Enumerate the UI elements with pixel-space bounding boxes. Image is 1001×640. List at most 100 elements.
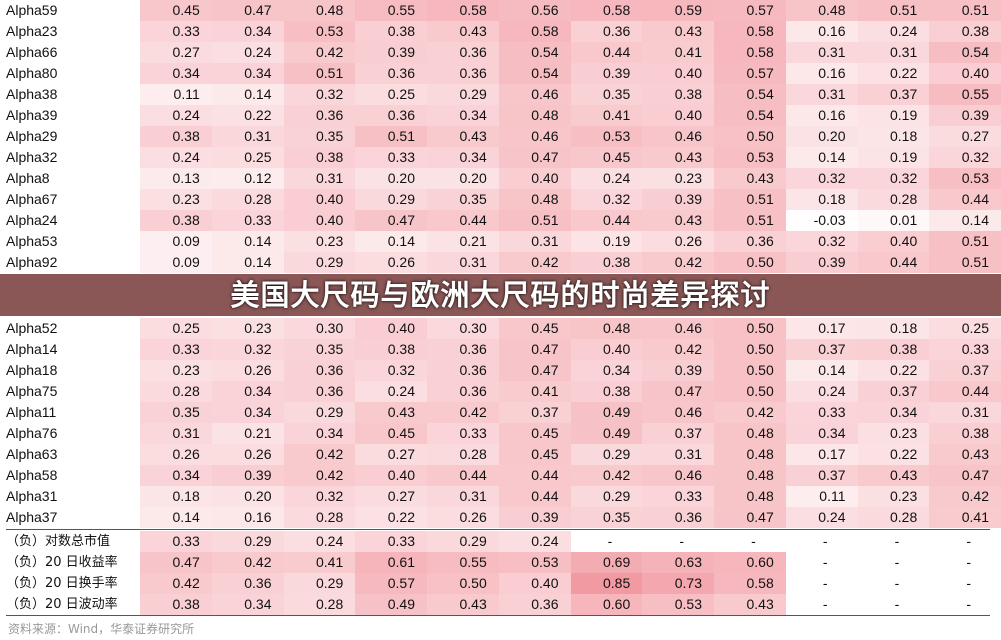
heatmap-cell: 0.17 [785, 444, 858, 465]
heatmap-cell: 0.22 [355, 507, 427, 528]
row-label: Alpha59 [6, 2, 58, 18]
heatmap-cell: 0.51 [283, 63, 356, 84]
heatmap-cell: 0.34 [283, 423, 356, 444]
heatmap-cell: 0.44 [498, 486, 571, 507]
heatmap-cell: 0.43 [427, 594, 499, 615]
heatmap-cell: 0.53 [498, 552, 571, 573]
heatmap-cell: 0.29 [427, 531, 499, 552]
heatmap-cell: 0.54 [498, 63, 571, 84]
heatmap-cell: 0.46 [642, 126, 714, 147]
heatmap-cell: 0.38 [642, 84, 714, 105]
heatmap-cell: 0.38 [140, 594, 212, 615]
heatmap-cell: - [929, 594, 1001, 615]
heatmap-cell: 0.32 [355, 360, 427, 381]
heatmap-cell: 0.37 [498, 402, 571, 423]
table-row: （负）20 日收益率 0.47 0.42 0.41 0.61 0.55 0.53 0.69 0.… [0, 552, 1001, 573]
heatmap-cell: 0.47 [498, 360, 571, 381]
heatmap-cell: 0.58 [427, 0, 499, 21]
row-label: Alpha32 [6, 149, 58, 165]
heatmap-cell: 0.37 [929, 360, 1001, 381]
heatmap-cell: 0.32 [211, 339, 284, 360]
heatmap-cell: 0.39 [211, 465, 284, 486]
heatmap-cell: 0.57 [714, 63, 786, 84]
heatmap-cell: 0.25 [929, 318, 1001, 339]
heatmap-cell: 0.42 [642, 339, 714, 360]
table-row: Alpha58 0.34 0.39 0.42 0.40 0.44 0.44 0.42 0.46 0… [0, 465, 1001, 486]
heatmap-cell: 0.48 [714, 423, 786, 444]
heatmap-cell: 0.42 [140, 573, 212, 594]
heatmap-cell: 0.38 [355, 339, 427, 360]
heatmap-cell: 0.47 [355, 210, 427, 231]
heatmap-cell: 0.21 [211, 423, 284, 444]
heatmap-cell: 0.22 [211, 105, 284, 126]
heatmap-cell: 0.31 [785, 42, 858, 63]
heatmap-cell: 0.44 [570, 210, 643, 231]
heatmap-cell: - [857, 552, 930, 573]
heatmap-cell: 0.20 [211, 486, 284, 507]
heatmap-cell: 0.36 [211, 573, 284, 594]
heatmap-cell: 0.48 [498, 105, 571, 126]
heatmap-cell: 0.18 [857, 126, 930, 147]
heatmap-cell: 0.32 [283, 84, 356, 105]
heatmap-cell: 0.54 [714, 84, 786, 105]
heatmap-cell: 0.43 [857, 465, 930, 486]
heatmap-cell: 0.40 [283, 189, 356, 210]
heatmap-cell: 0.43 [929, 444, 1001, 465]
heatmap-cell: 0.29 [283, 402, 356, 423]
heatmap-cell: 0.26 [427, 507, 499, 528]
heatmap-cell: 0.19 [570, 231, 643, 252]
row-label: （负）20 日收益率 [6, 555, 118, 570]
heatmap-cell: 0.14 [211, 231, 284, 252]
heatmap-cell: 0.51 [355, 126, 427, 147]
heatmap-cell: 0.48 [714, 465, 786, 486]
heatmap-cell: 0.20 [785, 126, 858, 147]
heatmap-cell: 0.31 [427, 486, 499, 507]
heatmap-cell: 0.19 [857, 105, 930, 126]
heatmap-cell: 0.44 [427, 210, 499, 231]
heatmap-cell: 0.31 [929, 402, 1001, 423]
heatmap-cell: 0.39 [642, 360, 714, 381]
heatmap-cell: 0.40 [498, 168, 571, 189]
heatmap-cell: 0.36 [283, 381, 356, 402]
heatmap-cell: 0.14 [140, 507, 212, 528]
heatmap-cell: 0.36 [427, 339, 499, 360]
heatmap-cell: 0.42 [283, 465, 356, 486]
heatmap-cell: - [857, 573, 930, 594]
heatmap-cell: 0.39 [785, 252, 858, 273]
heatmap-cell: 0.27 [140, 42, 212, 63]
heatmap-cell: 0.46 [498, 84, 571, 105]
heatmap-cell: 0.55 [929, 84, 1001, 105]
heatmap-cell: 0.24 [140, 105, 212, 126]
heatmap-cell: 0.35 [570, 507, 643, 528]
heatmap-cell: 0.23 [140, 360, 212, 381]
heatmap-cell: 0.47 [642, 381, 714, 402]
heatmap-cell: 0.29 [211, 531, 284, 552]
row-label: Alpha24 [6, 212, 58, 228]
heatmap-cell: 0.51 [714, 210, 786, 231]
heatmap-cell: -0.03 [785, 210, 858, 231]
row-label: Alpha18 [6, 362, 58, 378]
heatmap-cell: 0.42 [427, 402, 499, 423]
heatmap-cell: 0.36 [642, 507, 714, 528]
table-row: Alpha80 0.34 0.34 0.51 0.36 0.36 0.54 0.39 0.40 0… [0, 63, 1001, 84]
heatmap-cell: - [929, 531, 1001, 552]
heatmap-cell: 0.26 [140, 444, 212, 465]
heatmap-cell: 0.53 [714, 147, 786, 168]
heatmap-cell: 0.24 [570, 168, 643, 189]
heatmap-cell: 0.42 [211, 552, 284, 573]
heatmap-cell: 0.09 [140, 252, 212, 273]
heatmap-cell: 0.57 [714, 0, 786, 21]
heatmap-cell: 0.36 [355, 63, 427, 84]
heatmap-cell: 0.45 [570, 147, 643, 168]
row-label: （负）20 日波动率 [6, 597, 118, 612]
heatmap-cell: 0.32 [570, 189, 643, 210]
heatmap-cell: 0.40 [929, 63, 1001, 84]
heatmap-cell: 0.33 [140, 531, 212, 552]
heatmap-cell: 0.34 [570, 360, 643, 381]
heatmap-cell: 0.60 [570, 594, 643, 615]
heatmap-cell: 0.26 [211, 360, 284, 381]
heatmap-cell: 0.42 [570, 465, 643, 486]
heatmap-cell: 0.45 [498, 444, 571, 465]
heatmap-cell: 0.11 [140, 84, 212, 105]
heatmap-cell: 0.40 [498, 573, 571, 594]
